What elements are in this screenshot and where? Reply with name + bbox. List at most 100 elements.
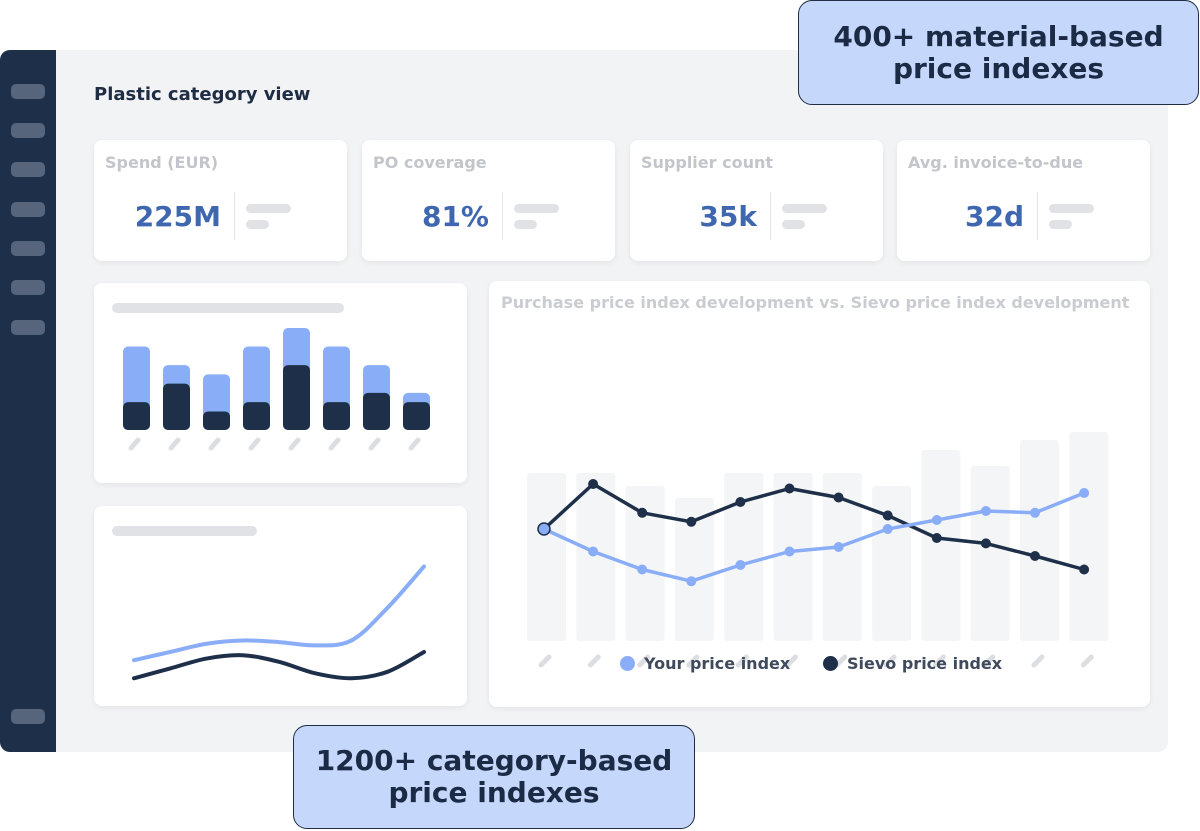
your-index-point bbox=[637, 564, 648, 575]
tick-label-placeholder bbox=[538, 654, 552, 668]
bar-segment-dark bbox=[203, 411, 230, 430]
kpi-divider bbox=[234, 192, 235, 240]
sievo-index-point bbox=[882, 510, 893, 521]
sievo-index-point bbox=[833, 492, 844, 503]
kpi-label: Avg. invoice-to-due bbox=[908, 153, 1084, 172]
legend-label: Your price index bbox=[644, 654, 791, 673]
tick-label-placeholder bbox=[834, 654, 848, 668]
kpi-placeholder-bar bbox=[1049, 204, 1094, 213]
tick-label-placeholder bbox=[408, 437, 421, 451]
sidebar-item-3[interactable] bbox=[11, 162, 45, 177]
card-title-placeholder bbox=[112, 303, 344, 313]
kpi-value: 32d bbox=[964, 200, 1024, 233]
kpi-value: 35k bbox=[699, 200, 757, 233]
price-index-card[interactable]: Purchase price index development vs. Sie… bbox=[489, 281, 1150, 707]
bar-segment-dark bbox=[123, 402, 150, 430]
sidebar-item-1[interactable] bbox=[11, 84, 45, 99]
kpi-placeholder-bar bbox=[246, 220, 269, 229]
card-title-placeholder bbox=[112, 526, 257, 536]
sievo-index-point bbox=[1079, 564, 1090, 575]
start-point bbox=[537, 522, 551, 536]
your-index-point bbox=[882, 524, 893, 534]
kpi-card-po-coverage[interactable]: PO coverage 81% bbox=[362, 140, 615, 261]
kpi-label: Supplier count bbox=[641, 153, 774, 172]
sidebar-item-4[interactable] bbox=[11, 202, 45, 217]
tick-label-placeholder bbox=[1031, 654, 1045, 668]
trend-line-chart bbox=[132, 564, 426, 681]
background-column bbox=[674, 498, 714, 641]
callout-line: price indexes bbox=[892, 51, 1105, 85]
tick-label-placeholder bbox=[328, 437, 341, 451]
kpi-divider bbox=[770, 192, 771, 240]
your-index-point bbox=[588, 546, 599, 557]
app-window: Plastic category view Spend (EUR) 225M P… bbox=[0, 50, 1168, 752]
kpi-placeholder-bar bbox=[514, 204, 559, 213]
stacked-bar-card[interactable] bbox=[94, 283, 467, 483]
sievo-index-point bbox=[1030, 551, 1040, 561]
callout-line: 400+ material-based bbox=[833, 19, 1164, 53]
tick-label-placeholder bbox=[637, 654, 651, 668]
tick-label-placeholder bbox=[168, 437, 181, 451]
sievo-index-line bbox=[542, 482, 1085, 572]
your-index-line bbox=[543, 491, 1085, 583]
sidebar bbox=[0, 50, 56, 752]
your-index-point bbox=[784, 546, 795, 557]
tick-label-placeholder bbox=[368, 437, 381, 451]
callout-line: 1200+ category-based bbox=[315, 744, 673, 777]
page-title: Plastic category view bbox=[94, 84, 311, 105]
callout-category-indexes: 1200+ category-based price indexes bbox=[293, 725, 695, 829]
sievo-index-point bbox=[588, 479, 599, 489]
tick-label-placeholder bbox=[288, 437, 301, 451]
legend-item-your-price-index[interactable]: Your price index bbox=[620, 654, 790, 673]
background-column bbox=[872, 486, 912, 641]
bar-segment-dark bbox=[243, 402, 270, 430]
sidebar-item-7[interactable] bbox=[11, 320, 45, 335]
your-index-point bbox=[980, 506, 991, 516]
tick-label-placeholder bbox=[587, 654, 601, 668]
bar-segment-dark bbox=[163, 383, 190, 430]
background-column bbox=[822, 473, 862, 641]
callout-material-indexes: 400+ material-based price indexes bbox=[798, 0, 1199, 105]
background-column bbox=[724, 473, 764, 641]
bar-segment-dark bbox=[403, 402, 430, 430]
tick-label-placeholder bbox=[932, 654, 946, 668]
kpi-value: 225M bbox=[134, 200, 221, 233]
bar-segment-dark bbox=[363, 392, 390, 430]
tick-label-placeholder bbox=[785, 654, 798, 668]
kpi-label: Spend (EUR) bbox=[105, 153, 219, 172]
tick-label-placeholder bbox=[735, 654, 749, 668]
tick-label-placeholder bbox=[1080, 654, 1094, 668]
legend-dot-icon bbox=[620, 656, 635, 671]
legend-label: Sievo price index bbox=[847, 654, 1003, 673]
sidebar-item-6[interactable] bbox=[11, 280, 45, 295]
tick-label-placeholder bbox=[686, 654, 700, 668]
sievo-index-point bbox=[735, 497, 746, 507]
kpi-divider bbox=[1037, 192, 1038, 240]
sievo-index-point bbox=[980, 538, 991, 549]
your-index-point bbox=[931, 515, 942, 525]
sievo-index-point bbox=[686, 516, 697, 527]
bar-segment-dark bbox=[323, 402, 350, 430]
background-column bbox=[970, 466, 1010, 641]
kpi-card-spend[interactable]: Spend (EUR) 225M bbox=[94, 140, 347, 261]
tick-label-placeholder bbox=[883, 654, 897, 668]
kpi-card-invoice-to-due[interactable]: Avg. invoice-to-due 32d bbox=[897, 140, 1150, 261]
background-column bbox=[527, 473, 566, 641]
your-index-point bbox=[1079, 488, 1090, 498]
chart-title: Purchase price index development vs. Sie… bbox=[501, 293, 1130, 312]
background-column bbox=[1020, 440, 1059, 641]
sidebar-item-settings[interactable] bbox=[11, 709, 45, 724]
background-column bbox=[625, 486, 665, 641]
trend-line-card[interactable] bbox=[94, 506, 467, 706]
kpi-card-supplier-count[interactable]: Supplier count 35k bbox=[630, 140, 883, 261]
tick-label-placeholder bbox=[128, 437, 141, 451]
sidebar-item-5[interactable] bbox=[11, 241, 45, 256]
legend-item-sievo-price-index[interactable]: Sievo price index bbox=[823, 654, 1002, 673]
kpi-placeholder-bar bbox=[1049, 220, 1072, 229]
sidebar-item-2[interactable] bbox=[11, 123, 45, 138]
trend-line-light bbox=[132, 564, 426, 663]
tick-label-placeholder bbox=[982, 654, 996, 668]
kpi-label: PO coverage bbox=[373, 153, 487, 172]
sievo-index-point bbox=[931, 533, 942, 543]
price-index-chart bbox=[527, 432, 1109, 668]
